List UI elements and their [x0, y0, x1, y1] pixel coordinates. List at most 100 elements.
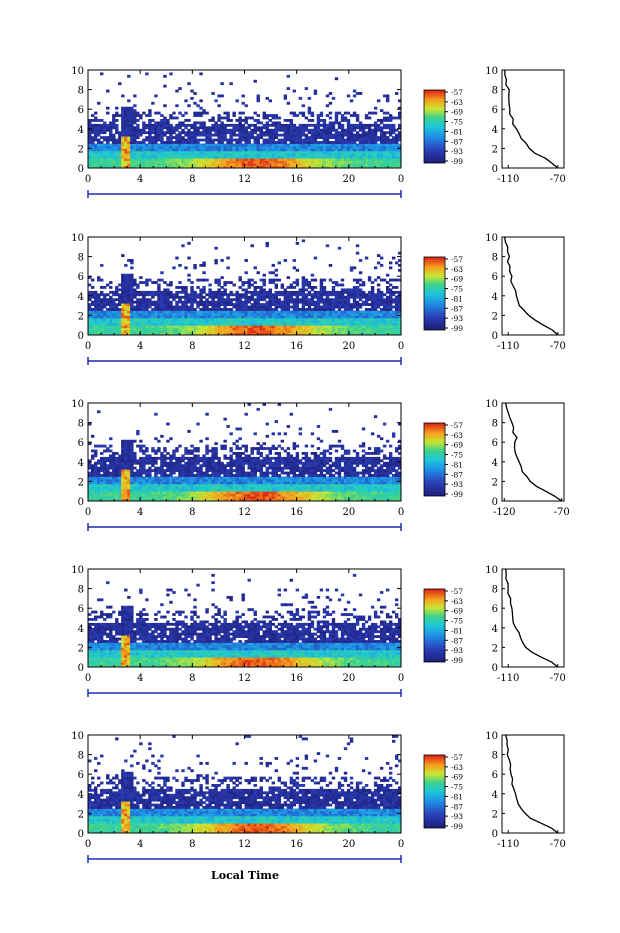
heatmap-cell	[305, 315, 308, 318]
heatmap-cell	[160, 129, 163, 132]
heatmap-cell	[365, 156, 368, 159]
heatmap-cell	[263, 313, 266, 316]
heatmap-cell	[302, 104, 305, 107]
heatmap-cell	[371, 494, 374, 497]
heatmap-cell	[278, 494, 281, 497]
heatmap-cell	[214, 489, 217, 492]
heatmap-cell	[109, 489, 112, 492]
heatmap-cell	[386, 328, 389, 331]
heatmap-cell	[389, 284, 392, 287]
heatmap-cell	[341, 126, 344, 129]
heatmap-cell	[133, 153, 136, 156]
heatmap-cell	[130, 496, 133, 499]
heatmap-cell	[326, 328, 329, 331]
heatmap-cell	[187, 141, 190, 144]
heatmap-cell	[383, 126, 386, 129]
heatmap-cell	[347, 313, 350, 316]
heatmap-cell	[368, 136, 371, 139]
heatmap-cell	[121, 281, 124, 284]
heatmap-cell	[254, 315, 257, 318]
heatmap-cell	[260, 296, 263, 299]
heatmap-cell	[223, 146, 226, 149]
heatmap-cell	[386, 489, 389, 492]
heatmap-cell	[335, 328, 338, 331]
heatmap-cell	[229, 158, 232, 161]
heatmap-cell	[302, 325, 305, 328]
heatmap-cell	[320, 486, 323, 489]
heatmap-cell	[356, 296, 359, 299]
heatmap-cell	[196, 144, 199, 147]
heatmap-cell	[127, 308, 130, 311]
heatmap-cell	[208, 489, 211, 492]
heatmap-cell	[106, 494, 109, 497]
heatmap-cell	[106, 315, 109, 318]
heatmap-cell	[338, 318, 341, 321]
heatmap-cell	[371, 131, 374, 134]
heatmap-cell	[263, 303, 266, 306]
heatmap-cell	[377, 288, 380, 291]
heatmap-cell	[290, 306, 293, 309]
heatmap-cell	[248, 325, 251, 328]
heatmap-cell	[127, 141, 130, 144]
heatmap-cell	[338, 161, 341, 164]
heatmap-cell	[314, 330, 317, 333]
heatmap-cell	[350, 291, 353, 294]
heatmap-cell	[284, 129, 287, 132]
heatmap-cell	[121, 163, 124, 166]
heatmap-cell	[214, 144, 217, 147]
heatmap-cell	[299, 486, 302, 489]
heatmap-cell	[100, 158, 103, 161]
heatmap-cell	[353, 325, 356, 328]
heatmap-cell	[251, 486, 254, 489]
heatmap-cell	[235, 301, 238, 304]
heatmap-cell	[175, 491, 178, 494]
heatmap-cell	[157, 284, 160, 287]
heatmap-cell	[226, 156, 229, 159]
heatmap-cell	[323, 141, 326, 144]
heatmap-cell	[395, 298, 398, 301]
heatmap-cell	[235, 129, 238, 132]
heatmap-cell	[365, 296, 368, 299]
heatmap-cell	[235, 494, 238, 497]
heatmap-cell	[145, 306, 148, 309]
heatmap-cell	[226, 303, 229, 306]
heatmap-cell	[178, 151, 181, 154]
heatmap-cell	[248, 486, 251, 489]
heatmap-cell	[296, 318, 299, 321]
heatmap-cell	[320, 146, 323, 149]
heatmap-cell	[112, 313, 115, 316]
heatmap-cell	[196, 296, 199, 299]
heatmap-cell	[157, 121, 160, 124]
heatmap-cell	[287, 134, 290, 137]
heatmap-cell	[229, 151, 232, 154]
heatmap-cell	[278, 279, 281, 282]
heatmap-cell	[124, 496, 127, 499]
heatmap-cell	[272, 156, 275, 159]
heatmap-cell	[220, 291, 223, 294]
heatmap-cell	[284, 325, 287, 328]
heatmap-cell	[281, 129, 284, 132]
heatmap-cell	[151, 313, 154, 316]
heatmap-cell	[317, 153, 320, 156]
heatmap-cell	[287, 163, 290, 166]
heatmap-cell	[136, 496, 139, 499]
heatmap-cell	[220, 303, 223, 306]
heatmap-cell	[266, 131, 269, 134]
heatmap-cell	[296, 242, 299, 245]
heatmap-cell	[350, 139, 353, 142]
heatmap-cell	[121, 486, 124, 489]
heatmap-cell	[115, 144, 118, 147]
heatmap-cell	[163, 315, 166, 318]
heatmap-cell	[199, 131, 202, 134]
heatmap-cell	[266, 153, 269, 156]
heatmap-cell	[359, 318, 362, 321]
heatmap-cell	[208, 491, 211, 494]
heatmap-cell	[103, 301, 106, 304]
heatmap-cell	[365, 494, 368, 497]
heatmap-cell	[317, 313, 320, 316]
heatmap-cell	[317, 114, 320, 117]
heatmap-cell	[232, 306, 235, 309]
heatmap-cell	[290, 163, 293, 166]
heatmap-cell	[251, 244, 254, 247]
heatmap-cell	[365, 489, 368, 492]
